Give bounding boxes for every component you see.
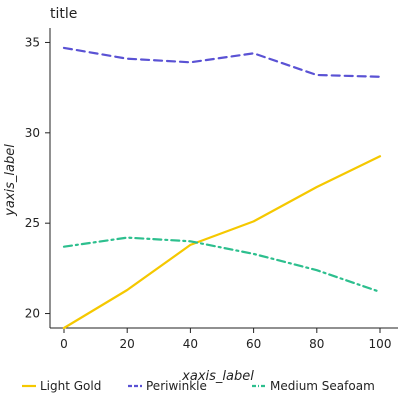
- x-tick-label: 40: [183, 337, 198, 351]
- x-tick-label: 80: [309, 337, 324, 351]
- x-tick-label: 100: [369, 337, 392, 351]
- legend: Light Gold Periwinkle Medium Seafoam: [22, 379, 375, 393]
- legend-label: Periwinkle: [146, 379, 207, 393]
- y-tick-label: 30: [25, 126, 40, 140]
- chart-title: title: [50, 6, 77, 22]
- legend-label: Light Gold: [40, 379, 101, 393]
- series-lines: [62, 46, 382, 330]
- x-tick-label: 20: [120, 337, 135, 351]
- y-tick-label: 20: [25, 307, 40, 321]
- x-axis-label: xaxis_label: [181, 369, 254, 384]
- x-axis-ticks: 0 20 40 60 80 100: [60, 328, 391, 351]
- series-line-medium-seafoam: [62, 236, 382, 293]
- series-line-light-gold: [62, 155, 382, 330]
- y-tick-label: 25: [25, 216, 40, 230]
- x-tick-label: 0: [60, 337, 68, 351]
- x-tick-label: 60: [246, 337, 261, 351]
- y-tick-label: 35: [25, 35, 40, 49]
- legend-label: Medium Seafoam: [270, 379, 375, 393]
- y-axis-label: yaxis_label: [3, 144, 18, 217]
- y-axis-ticks: 20 25 30 35: [25, 35, 50, 321]
- series-line-periwinkle: [62, 46, 382, 78]
